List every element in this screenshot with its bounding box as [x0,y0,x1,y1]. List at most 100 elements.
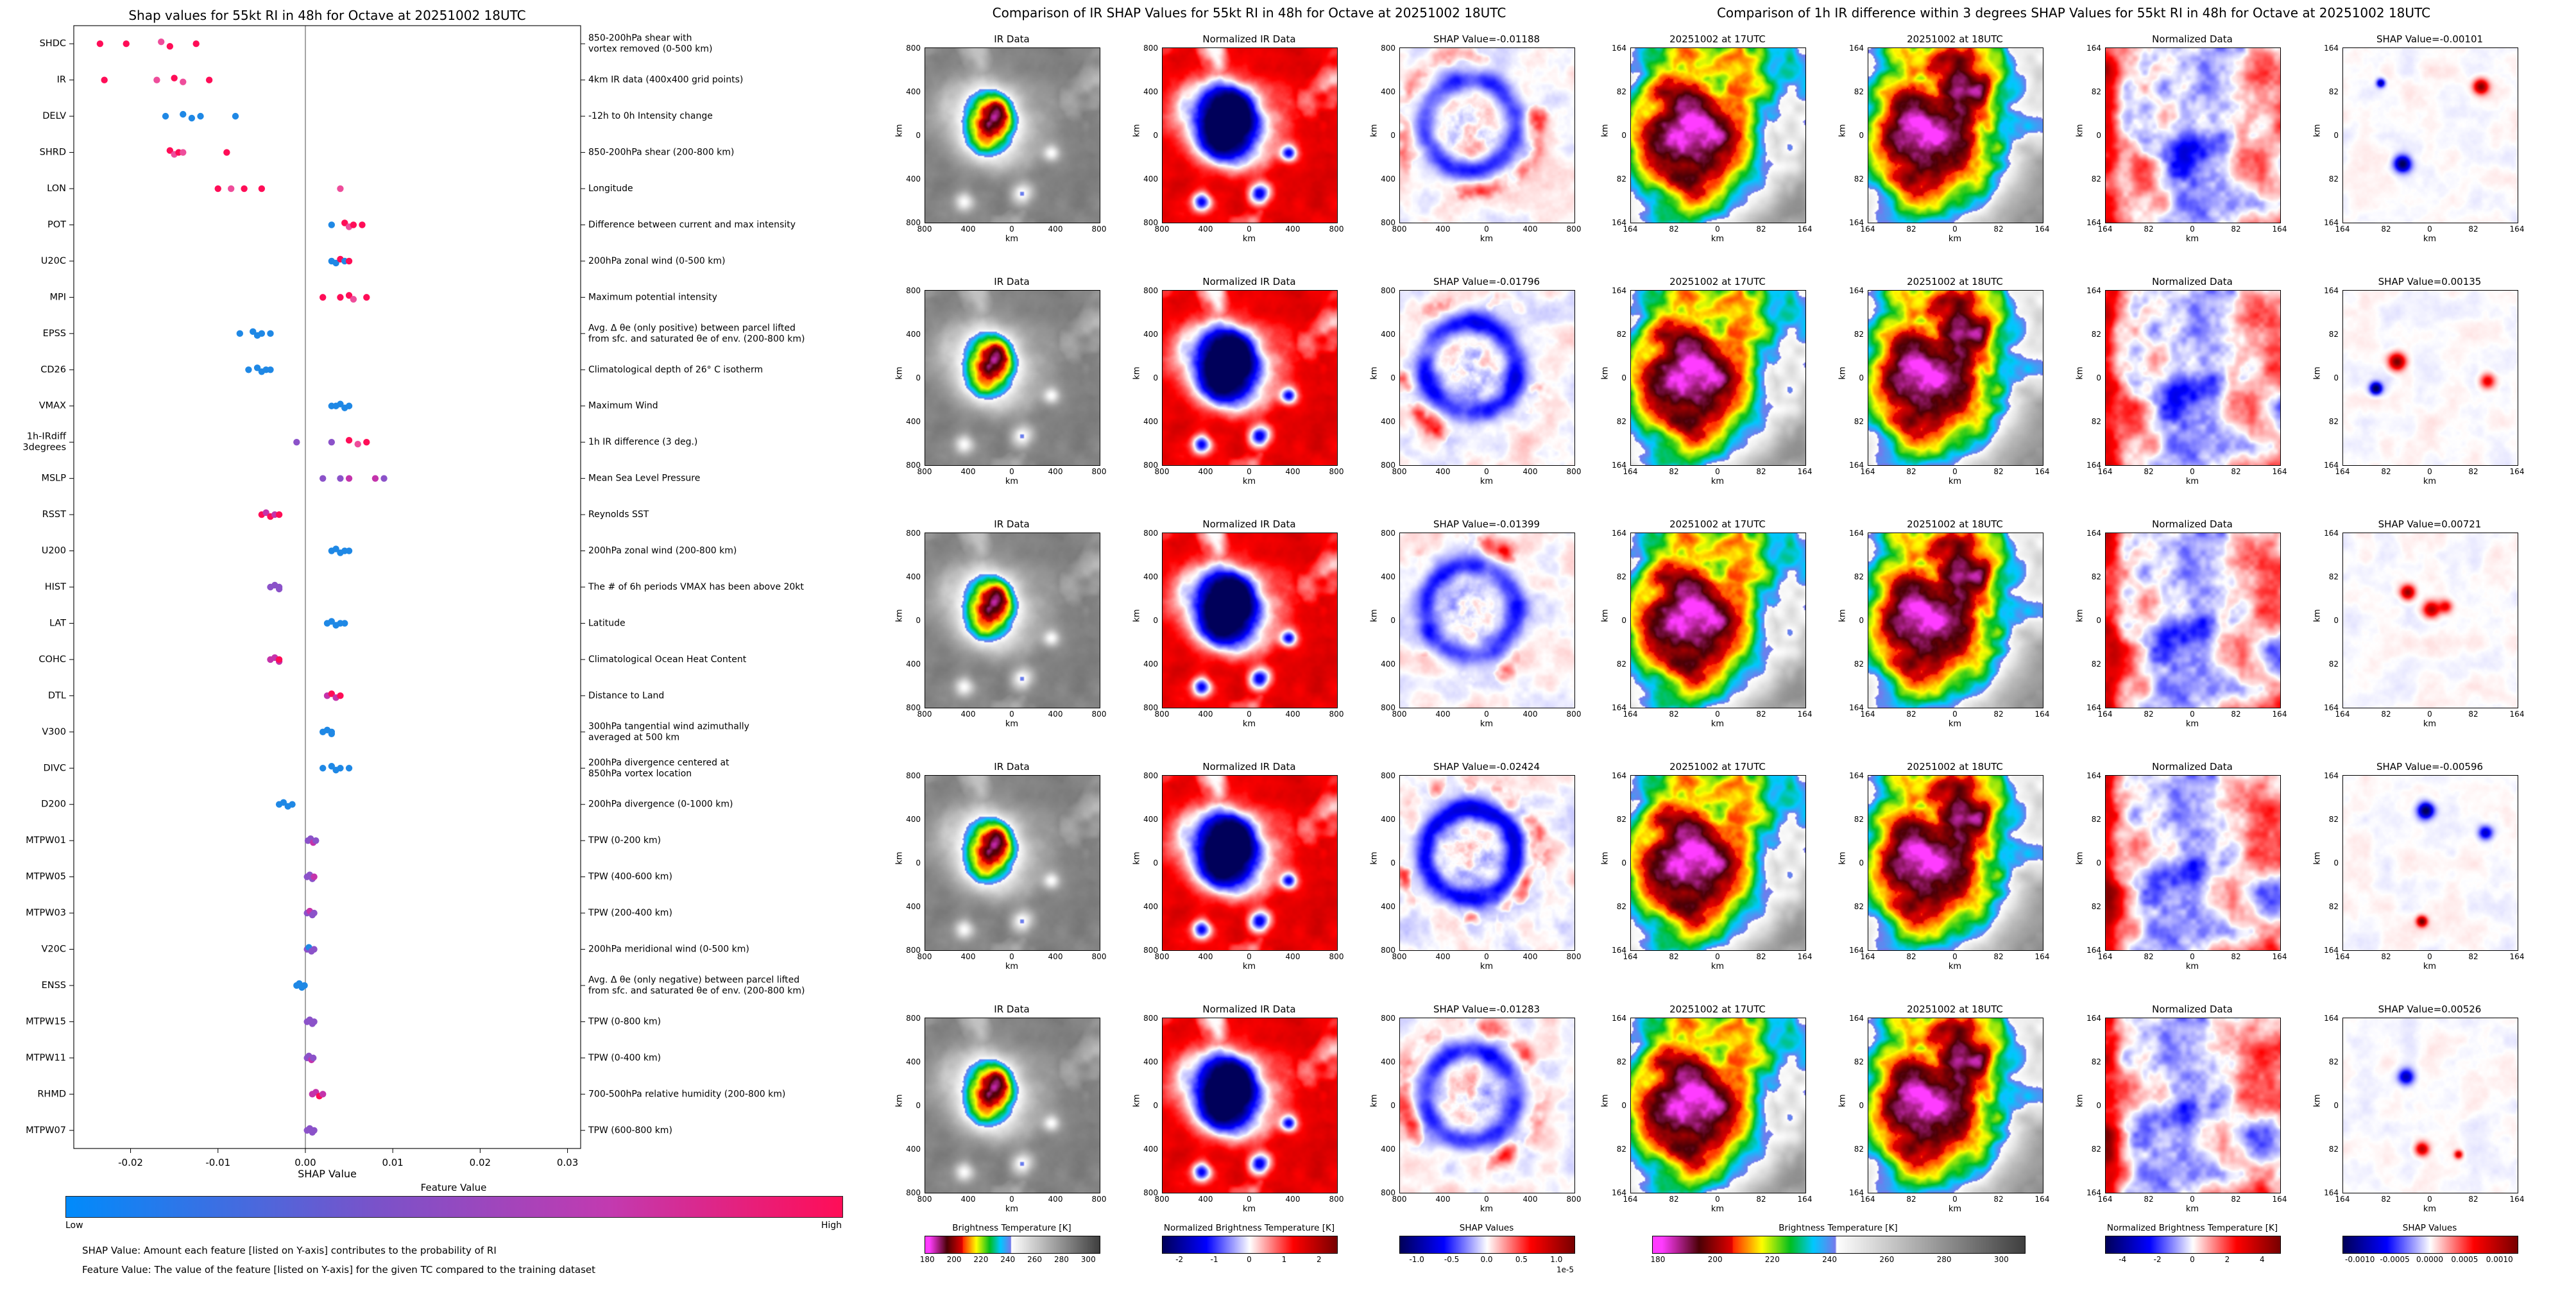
axis-tick-label: 164 [2034,1195,2050,1204]
axis-tick-label: 400 [906,330,921,339]
colorbar-tick-label: 280 [1053,1255,1069,1264]
axis-tick-label: 164 [2097,1195,2113,1204]
shap-dot [363,294,370,301]
axis-tick-label: 800 [906,529,921,538]
axis-tick-label: 800 [1381,1188,1395,1197]
feature-label: LAT [49,618,66,628]
axis-tick-label: 400 [1048,1195,1063,1204]
axis-tick-label: 82 [1906,710,1916,719]
x-axis-label: km [2423,719,2437,729]
feature-description: 850-200hPa shear (200-800 km) [588,148,734,158]
axis-tick-label: 0 [1247,952,1252,961]
axis-tick-label: 400 [1143,660,1158,669]
shap-dot [371,475,379,482]
shap-dot [227,185,235,192]
axis-tick-label: 400 [1048,710,1063,719]
axis-tick-label: 164 [2324,1188,2339,1197]
shap-dot [153,76,160,83]
axis-tick-label: 0 [1715,225,1720,234]
axis-tick-label: 82 [1854,1057,1864,1066]
axis-tick-label: 0 [916,1101,921,1110]
x-axis-ticks: 800 400 0 400 800 [1155,710,1344,719]
axis-tick-label: 400 [1381,175,1395,184]
shap-dot [250,328,257,336]
y-axis-ticks: 800 400 0 400 800 [904,771,922,955]
subplot-title: Normalized IR Data [1202,276,1296,287]
shap-dot [311,1127,318,1134]
axis-tick-label: 800 [1381,286,1395,295]
axis-tick-label: 0 [1247,710,1252,719]
y-axis-ticks: 164 82 0 82 164 [1610,1014,1628,1197]
x-axis-label: km [2423,1204,2437,1214]
axis-tick-label: 400 [1523,710,1538,719]
x-axis-label: km [1005,477,1019,486]
x-axis-label: km [2185,1204,2199,1214]
shap-dot [267,330,274,337]
subplot-title: Normalized IR Data [1202,518,1296,530]
normalized-diff-subplot-image [2105,1018,2281,1193]
x-tick-label: 0.02 [470,1157,491,1168]
axis-tick-label: 800 [1154,225,1170,234]
axis-tick-label: 164 [1623,1195,1638,1204]
axis-tick-label: 400 [1198,225,1213,234]
shap-dot [337,400,344,407]
axis-tick-label: 82 [2231,225,2241,234]
shap-value-subplot-image [2342,1018,2518,1193]
axis-tick-label: 0 [1859,1101,1864,1110]
y-axis-label: km [1369,124,1379,137]
x-tick-label: -0.01 [205,1157,230,1168]
shap-dot [328,690,336,697]
y-axis-ticks: 164 82 0 82 164 [2322,771,2340,955]
axis-tick-label: 82 [2381,710,2391,719]
beeswarm-plot: -0.02 -0.01 0.00 0.01 0.02 0.03 SHDC 850-200hPa… [22,25,805,1168]
axis-tick-label: 164 [2086,44,2101,53]
axis-tick-label: 82 [1669,1195,1679,1204]
axis-tick-label: 800 [1566,467,1582,476]
axis-tick-label: 400 [1143,902,1158,911]
axis-tick-label: 800 [906,946,921,955]
y-axis-label: km [2312,609,2323,622]
axis-tick-label: 400 [960,710,976,719]
axis-tick-label: 82 [2328,572,2339,581]
feature-description: from sfc. and saturated θe of env. (200-… [588,334,805,344]
feature-label: IR [57,75,66,85]
shap-value-subplot-image [2342,47,2518,223]
axis-tick-label: 400 [1143,87,1158,96]
colorbar: Normalized Brightness Temperature [K] -2-… [1162,1223,1338,1281]
shap-dot [345,475,353,482]
shap-dot [101,76,108,83]
normalized-diff-subplot-image [2105,533,2281,708]
ir-data-subplot: IR Data km 800 400 0 400 800 800 400 0 400 800 km [895,517,1107,730]
axis-tick-label: 800 [1381,771,1395,780]
axis-tick-label: 800 [1154,710,1170,719]
shap-value-subplot: SHAP Value=-0.02424 km 800 400 0 400 800 800 400… [1370,760,1582,973]
axis-tick-label: 800 [1143,44,1158,53]
colorbar-tick-label: 4 [2259,1255,2265,1264]
colorbar-gradient [1162,1236,1338,1254]
y-axis-ticks: 164 82 0 82 164 [2322,44,2340,227]
subplot-title: Normalized IR Data [1202,761,1296,773]
colorbar-tick-label: -2 [1175,1255,1184,1264]
shap-dot [162,112,169,120]
x-axis-label: km [1005,1204,1019,1214]
axis-tick-label: 164 [2335,1195,2350,1204]
axis-tick-label: 0 [1009,225,1014,234]
shap-dot [319,475,327,482]
normalized-diff-subplot: Normalized Data km 164 82 0 82 164 164 82 0 82 164 k… [2076,517,2287,730]
axis-tick-label: 400 [1381,330,1395,339]
shap-dot [337,185,344,192]
x-axis-label: km [2185,719,2199,729]
axis-tick-label: 82 [2381,467,2391,476]
axis-tick-label: 164 [2086,946,2101,955]
axis-tick-label: 0 [1952,225,1958,234]
axis-tick-label: 400 [1048,467,1063,476]
normalized-ir-subplot: Normalized IR Data km 800 400 0 400 800 800 400 0… [1132,275,1344,488]
shap-value-subplot-image [2342,775,2518,951]
feature-label: DTL [48,690,66,701]
axis-tick-label: 164 [1797,467,1813,476]
ir-shap-grid: IR Data km 800 400 0 400 800 800 400 0 400 800 km Nor… [895,32,1582,1215]
axis-tick-label: 0 [2096,616,2101,625]
ir-17utc-subplot-image [1630,775,1806,951]
x-axis-ticks: 164 82 0 82 164 [1861,225,2050,234]
colorbar-tick-label: 280 [1936,1255,1952,1264]
